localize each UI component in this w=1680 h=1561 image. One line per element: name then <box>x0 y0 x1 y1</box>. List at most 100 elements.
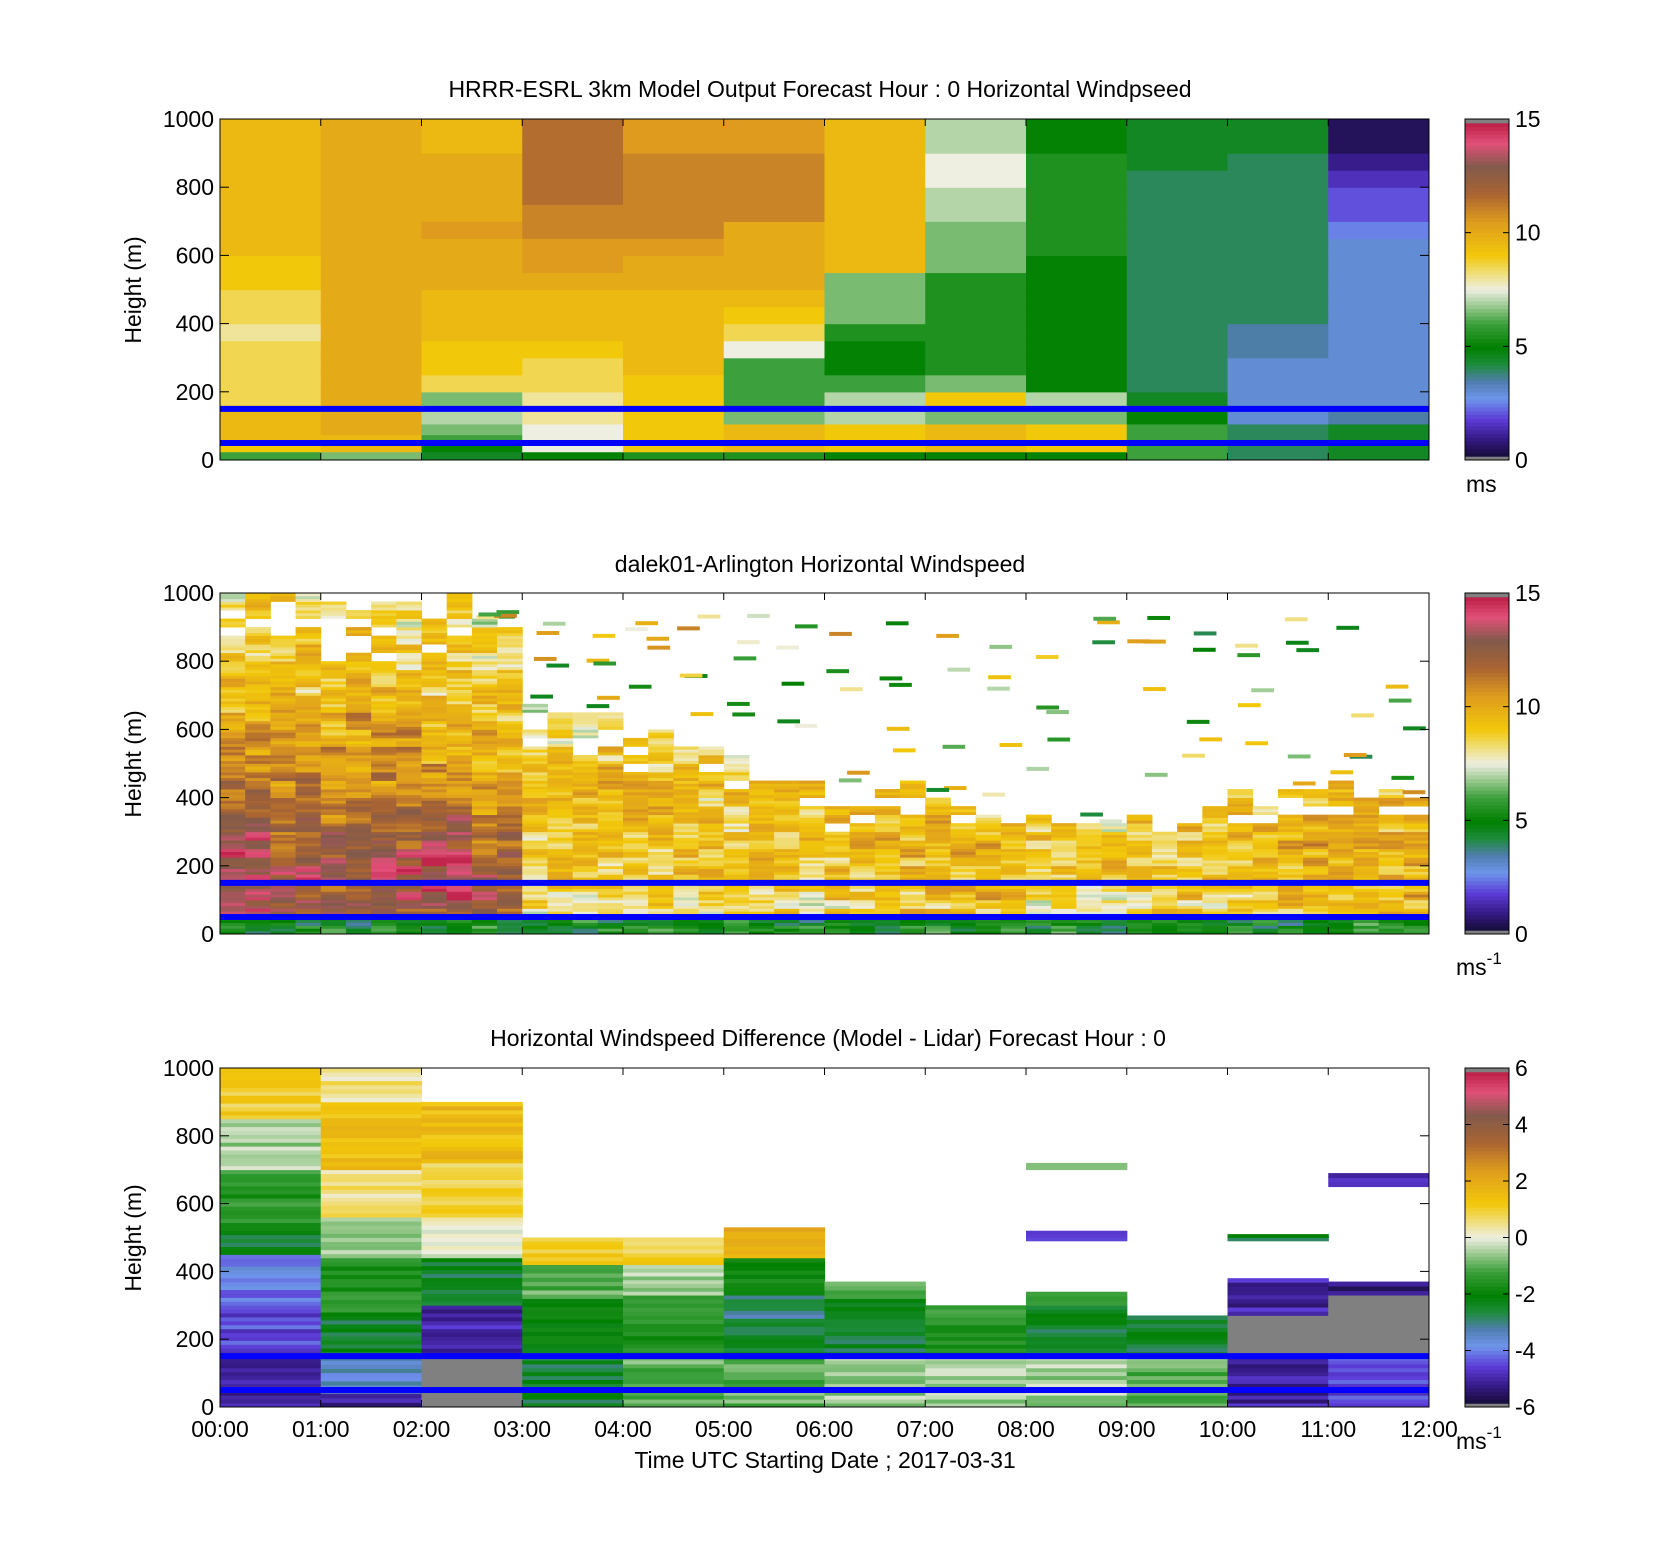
lidar-cell <box>547 922 574 926</box>
lidar-cell <box>925 803 951 807</box>
lidar-cell <box>1303 871 1329 875</box>
lidar-cell <box>345 712 372 716</box>
lidar-cell <box>824 857 851 861</box>
lidar-cell <box>497 780 523 784</box>
lidar-cell <box>1277 911 1304 915</box>
difference-cell <box>1227 1335 1329 1341</box>
lidar-cell <box>673 774 700 779</box>
lidar-cell <box>446 888 473 892</box>
lidar-cell <box>1303 919 1329 924</box>
difference-cell <box>320 1117 423 1123</box>
colorbar-swatch <box>1465 873 1509 878</box>
lidar-cell <box>1403 726 1426 731</box>
lidar-cell <box>1403 928 1429 932</box>
lidar-cell <box>345 885 372 889</box>
colorbar-swatch <box>1465 1327 1509 1333</box>
difference-cell <box>1126 1327 1229 1333</box>
lidar-cell <box>1353 911 1380 915</box>
lidar-cell <box>1277 874 1304 878</box>
model-cell <box>1227 289 1329 308</box>
lidar-cell <box>421 817 448 821</box>
lidar-cell <box>1378 899 1405 904</box>
lidar-cell <box>270 593 297 597</box>
lidar-cell <box>421 689 448 693</box>
difference-cell <box>220 1226 322 1232</box>
lidar-cell <box>396 604 422 608</box>
lidar-cell <box>1202 814 1228 818</box>
lidar-cell <box>975 931 1002 934</box>
model-cell <box>220 170 322 188</box>
lidar-cell <box>320 743 347 747</box>
difference-cell <box>1026 1375 1128 1381</box>
lidar-cell <box>371 757 397 762</box>
lidar-cell <box>220 766 246 770</box>
model-cell <box>320 443 423 453</box>
lidar-cell <box>1378 905 1405 909</box>
difference-cell <box>1227 1360 1329 1365</box>
lidar-cell <box>648 865 674 870</box>
difference-cell <box>220 1274 322 1279</box>
lidar-cell <box>1126 860 1153 864</box>
lidar-cell <box>446 823 473 827</box>
lidar-cell <box>396 718 422 722</box>
lidar-cell <box>1353 894 1380 898</box>
difference-cell <box>623 1315 725 1320</box>
lidar-cell <box>320 877 347 881</box>
lidar-cell <box>975 897 1002 901</box>
lidar-cell <box>1151 868 1178 872</box>
colorbar-swatch <box>1465 1098 1509 1103</box>
lidar-cell <box>396 797 422 801</box>
lidar-cell <box>476 615 499 620</box>
lidar-cell <box>1000 837 1027 841</box>
lidar-cell <box>673 905 700 909</box>
lidar-cell <box>471 652 498 656</box>
lidar-cell <box>597 899 624 904</box>
lidar-cell <box>245 698 271 702</box>
difference-cell <box>1227 1403 1329 1407</box>
lidar-cell <box>220 871 246 875</box>
lidar-cell <box>471 627 498 631</box>
lidar-cell <box>1303 857 1329 861</box>
model-cell <box>320 408 423 425</box>
lidar-cell <box>295 769 322 773</box>
lidar-cell <box>748 919 775 924</box>
lidar-cell <box>295 894 322 898</box>
lidar-cell <box>245 627 271 631</box>
difference-cell <box>220 1177 322 1183</box>
lidar-cell <box>320 820 347 824</box>
model-cell <box>1126 153 1229 171</box>
lidar-cell <box>673 746 700 750</box>
difference-cell <box>320 1257 423 1263</box>
lidar-cell <box>723 894 750 898</box>
lidar-cell <box>471 749 498 753</box>
panel-difference-unit-exp: -1 <box>1487 1423 1502 1442</box>
difference-cell <box>1227 1383 1329 1388</box>
lidar-cell <box>522 811 548 816</box>
lidar-cell <box>572 783 599 787</box>
panel-lidar-unit-base: ms <box>1456 954 1487 980</box>
lidar-cell <box>220 740 246 745</box>
lidar-cell <box>270 766 297 770</box>
lidar-cell <box>396 629 422 634</box>
model-cell <box>1126 272 1229 291</box>
difference-cell <box>1227 1311 1329 1316</box>
lidar-cell <box>396 655 422 659</box>
lidar-cell <box>270 700 297 705</box>
colorbar-swatch <box>1465 1135 1509 1141</box>
lidar-cell <box>471 666 498 671</box>
lidar-cell <box>345 769 372 773</box>
lidar-cell <box>1177 919 1203 924</box>
lidar-cell <box>723 905 750 909</box>
lidar-cell <box>1227 800 1254 804</box>
lidar-cell <box>1051 837 1077 841</box>
model-cell <box>824 323 926 342</box>
colorbar-swatch <box>1465 1233 1509 1238</box>
difference-cell <box>220 1169 322 1175</box>
lidar-cell <box>471 769 498 773</box>
difference-cell <box>522 1331 624 1336</box>
lidar-cell <box>874 860 901 864</box>
lidar-cell <box>1000 902 1027 906</box>
lidar-cell <box>345 783 372 787</box>
lidar-cell <box>1000 874 1027 878</box>
model-cell <box>824 340 926 359</box>
